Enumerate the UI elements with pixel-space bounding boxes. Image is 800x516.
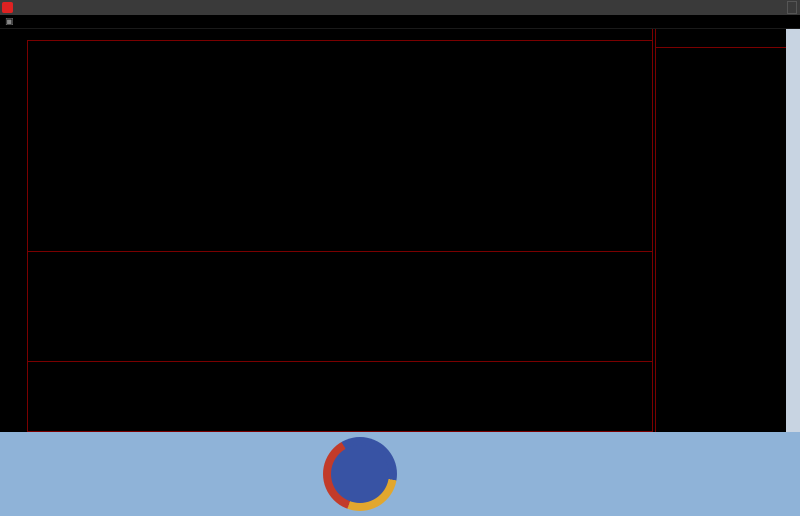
- intraday-price-chart[interactable]: [28, 40, 652, 251]
- chart-left-border: [27, 40, 28, 432]
- indicator-chart[interactable]: [28, 362, 652, 431]
- layout-icon[interactable]: ▣: [5, 16, 14, 26]
- watermark-logo-glyph: [331, 445, 389, 503]
- main-pane-top-border: [27, 40, 653, 41]
- volume-pane-top-border: [27, 251, 653, 252]
- volume-chart[interactable]: [28, 252, 652, 361]
- clock: [787, 1, 797, 14]
- app-logo-icon: [2, 2, 13, 13]
- chart-right-border: [652, 28, 653, 432]
- quote-header: [656, 28, 787, 48]
- chart-bottom-border: [27, 431, 653, 432]
- watermark-logo: [323, 437, 397, 511]
- watermark-banner: [0, 432, 800, 516]
- indicator-settings-hint[interactable]: [560, 364, 564, 374]
- indicator-pane-top-border: [27, 361, 653, 362]
- menu-bar: [0, 0, 800, 15]
- tick-list[interactable]: [656, 302, 787, 432]
- quote-panel: [655, 28, 787, 432]
- period-toolbar: ▣: [0, 15, 800, 29]
- side-toolbar: [786, 15, 800, 432]
